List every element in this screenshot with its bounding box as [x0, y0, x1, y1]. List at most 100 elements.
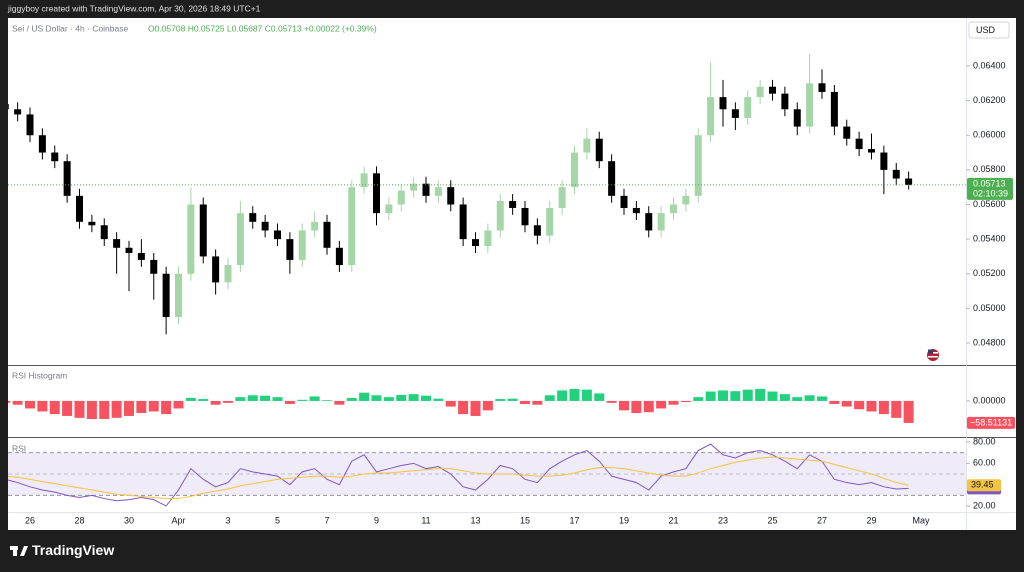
candle-body	[385, 204, 393, 214]
candle-body	[818, 83, 826, 92]
histogram-bar	[309, 396, 320, 401]
histogram-bar	[148, 400, 159, 412]
candle-body	[125, 247, 133, 253]
histogram-bar	[433, 398, 444, 401]
x-tick-label: 27	[817, 515, 827, 525]
candle-body	[335, 247, 343, 266]
candle-body	[348, 187, 356, 266]
candle-body	[261, 221, 269, 231]
candle-body	[274, 230, 281, 240]
candle-body	[422, 183, 430, 196]
histogram-bar	[210, 400, 221, 405]
histogram-bar	[779, 394, 790, 401]
histogram-bar	[829, 400, 840, 404]
candle-body	[769, 86, 776, 94]
x-tick-label: 21	[668, 515, 678, 525]
histogram-bar	[74, 400, 85, 418]
candle-body	[509, 201, 517, 208]
histogram-bar	[284, 400, 295, 404]
x-tick-label: 13	[470, 515, 480, 525]
histogram-bar	[37, 400, 48, 412]
candle-body	[88, 221, 96, 226]
histogram-bar	[334, 400, 345, 405]
histogram-bar	[581, 389, 592, 401]
histogram-bar	[742, 389, 753, 401]
candle-body	[521, 207, 529, 226]
histogram-bar	[482, 400, 493, 411]
y-tick-label: 0.06400	[973, 60, 1006, 70]
candle-body	[63, 161, 71, 196]
plot	[8, 53, 966, 507]
candle-body	[323, 221, 331, 248]
histogram-bar	[198, 399, 209, 401]
candle-body	[855, 138, 863, 150]
histogram-bar	[730, 391, 741, 401]
candle-body	[38, 135, 46, 153]
y-tick-label: 0.00000	[973, 395, 1006, 405]
histogram-bar	[544, 395, 555, 401]
histogram-bar	[755, 388, 766, 401]
candle-body	[843, 126, 851, 139]
candle-body	[373, 173, 380, 214]
candle-body	[212, 256, 220, 283]
candle-body	[657, 213, 665, 231]
histogram-bar	[507, 398, 518, 401]
histogram-bar	[718, 390, 728, 401]
histogram-bar	[891, 400, 902, 418]
header-text: jiggyboy created with TradingView.com, A…	[7, 3, 261, 13]
histogram-bar	[408, 394, 419, 401]
countdown: 02:10:39	[973, 188, 1008, 198]
histogram-bar	[680, 400, 691, 403]
candle-body	[286, 239, 294, 260]
x-tick-label: 28	[74, 515, 84, 525]
candle-body	[175, 273, 182, 318]
y-tick-label: 0.06200	[973, 95, 1006, 105]
candle-body	[298, 230, 306, 260]
candle-body	[892, 169, 900, 179]
candle-body	[533, 225, 541, 236]
candle-body	[113, 239, 121, 248]
pane-title: RSI	[12, 443, 26, 453]
histogram-bar	[383, 397, 394, 401]
candle-body	[14, 109, 22, 115]
histogram-bar	[557, 390, 568, 401]
candle-body	[645, 213, 653, 231]
histogram-bar	[668, 400, 679, 405]
histogram-bar	[520, 400, 530, 404]
x-tick-label: 7	[324, 515, 329, 525]
currency-box[interactable]	[968, 21, 1010, 39]
y-tick-label: 0.05400	[973, 233, 1006, 243]
logo: TradingView	[10, 542, 114, 558]
candle-body	[707, 97, 715, 136]
candle-body	[719, 97, 727, 110]
candle-body	[100, 225, 108, 240]
x-tick-label: 23	[718, 515, 728, 525]
candle-body	[434, 187, 442, 196]
histogram-bar	[458, 400, 469, 415]
candle-body	[620, 195, 628, 208]
histogram-bar	[185, 397, 196, 401]
x-tick-label: May	[912, 515, 930, 525]
histogram-bar	[247, 395, 258, 401]
candle-body	[249, 213, 257, 222]
candle-body	[137, 252, 145, 260]
histogram-bar	[359, 392, 370, 401]
candle-body	[397, 190, 405, 205]
candle-body	[806, 83, 814, 127]
candle-body	[472, 239, 479, 247]
histogram-bar	[396, 394, 407, 401]
candle-body	[484, 230, 492, 247]
candle-body	[224, 265, 232, 283]
x-tick-label: 11	[421, 515, 430, 525]
y-tick-label: 0.04800	[973, 337, 1006, 347]
candle-body	[905, 178, 913, 185]
histogram-bar	[631, 400, 642, 413]
candle-body	[410, 183, 418, 191]
histogram-bar	[421, 395, 431, 401]
x-tick-label: 17	[569, 515, 579, 525]
x-tick-label: 30	[124, 515, 134, 525]
candle-body	[744, 97, 752, 118]
candle-body	[868, 149, 875, 153]
currency[interactable]: USD	[976, 25, 996, 35]
y-tick-label: 60.00	[973, 458, 996, 468]
